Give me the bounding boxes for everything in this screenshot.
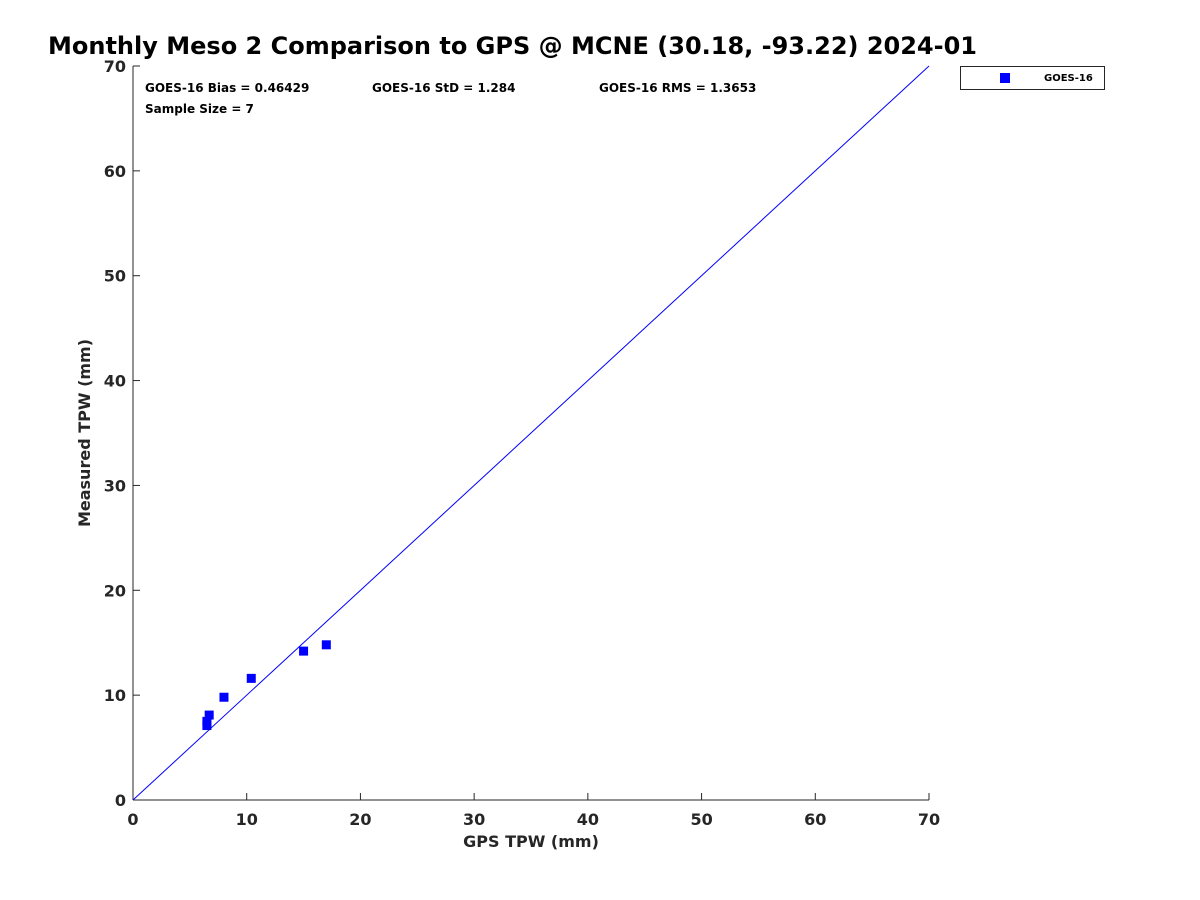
legend-box bbox=[960, 66, 1105, 90]
data-point bbox=[219, 692, 229, 702]
legend-label: GOES-16 bbox=[1044, 73, 1093, 84]
y-axis-label: Measured TPW (mm) bbox=[75, 339, 94, 527]
y-tick-label: 30 bbox=[104, 476, 126, 495]
legend: GOES-16 bbox=[960, 66, 1105, 90]
data-point bbox=[299, 646, 309, 656]
y-tick-label: 50 bbox=[104, 267, 126, 286]
y-tick-label: 70 bbox=[104, 57, 126, 76]
std-annotation: GOES-16 StD = 1.284 bbox=[372, 81, 515, 95]
x-tick-label: 50 bbox=[690, 810, 712, 829]
x-tick-label: 30 bbox=[463, 810, 485, 829]
one-to-one-line bbox=[132, 65, 930, 801]
plot-area: 0 10 20 30 40 50 60 70 0 10 20 30 40 50 60 70 bbox=[104, 57, 940, 829]
x-tick-label: 40 bbox=[577, 810, 599, 829]
rms-annotation: GOES-16 RMS = 1.3653 bbox=[599, 81, 756, 95]
y-tick-label: 60 bbox=[104, 162, 126, 181]
x-tick-label: 60 bbox=[804, 810, 826, 829]
y-tick-label: 40 bbox=[104, 372, 126, 391]
y-ticks: 0 10 20 30 40 50 60 70 bbox=[104, 57, 140, 810]
x-tick-label: 10 bbox=[236, 810, 258, 829]
y-tick-label: 20 bbox=[104, 581, 126, 600]
x-tick-label: 20 bbox=[349, 810, 371, 829]
data-point bbox=[246, 673, 256, 683]
bias-annotation: GOES-16 Bias = 0.46429 bbox=[145, 81, 309, 95]
y-tick-label: 0 bbox=[115, 791, 126, 810]
chart-title: Monthly Meso 2 Comparison to GPS @ MCNE … bbox=[48, 32, 977, 60]
x-axis-label: GPS TPW (mm) bbox=[463, 832, 599, 851]
y-tick-label: 10 bbox=[104, 686, 126, 705]
sample-size-annotation: Sample Size = 7 bbox=[145, 102, 254, 116]
data-points bbox=[202, 640, 331, 731]
data-point bbox=[204, 710, 214, 720]
data-point bbox=[321, 640, 331, 650]
x-tick-label: 70 bbox=[918, 810, 940, 829]
data-point bbox=[202, 716, 212, 726]
legend-marker bbox=[1000, 73, 1010, 83]
x-ticks: 0 10 20 30 40 50 60 70 bbox=[127, 793, 940, 829]
x-tick-label: 0 bbox=[127, 810, 138, 829]
